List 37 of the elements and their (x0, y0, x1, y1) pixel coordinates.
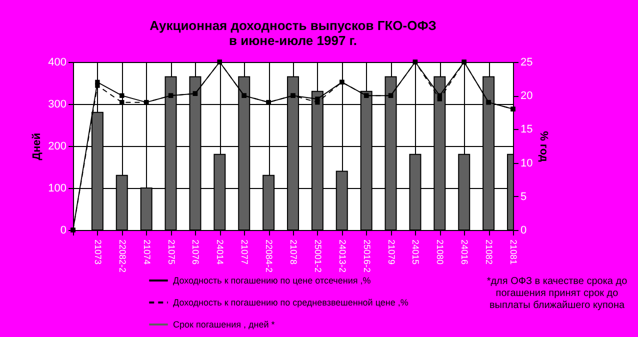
x-tick-label: 21080 (435, 240, 446, 265)
legend-label: Срок погашения , дней * (173, 320, 276, 330)
x-tick-label: 24015 (410, 240, 421, 265)
chart-title: Аукционная доходность выпусков ГКО-ОФЗ (150, 18, 436, 33)
x-tick-label: 22082-2 (117, 240, 128, 273)
x-tick-label: 21081 (508, 240, 518, 265)
x-tick-label: 25001-2 (312, 240, 323, 273)
x-tick-label: 21078 (288, 240, 298, 265)
legend-label: Доходность к погашению по цене отсечения ,% (173, 276, 371, 286)
x-tick-label: 21075 (166, 240, 176, 265)
y-tick-label: 200 (48, 140, 66, 152)
y2-tick-label: 10 (520, 157, 533, 170)
x-tick-label: 21077 (240, 240, 250, 265)
x-tick-label: 24014 (215, 240, 226, 265)
x-tick-label: 24016 (460, 240, 470, 265)
x-tick-label: 24013-2 (337, 240, 348, 273)
legend-label: Доходность к погашению по средневзвешенной цене ,% (173, 298, 408, 308)
y2-tick-label: 0 (520, 224, 527, 236)
chart-subtitle: в июне-июле 1997 г. (228, 33, 358, 48)
y-tick-label: 0 (60, 224, 66, 236)
x-tick-label: 22084-2 (264, 240, 274, 273)
x-tick-label: 21082 (484, 240, 494, 265)
text: *для ОФЗ в качестве срока до погашения принят срок до выплаты ближайшего купона (486, 276, 628, 312)
y2-tick-label: 25 (520, 56, 533, 68)
y-tick-label: 400 (48, 56, 66, 68)
x-tick-label: 25016-2 (362, 240, 372, 273)
x-tick-label: 21074 (142, 240, 152, 265)
y2-tick-label: 5 (520, 190, 527, 203)
x-tick-label: 21073 (92, 240, 103, 265)
x-tick-label: 21079 (386, 240, 396, 265)
y2-axis-title: % год (538, 131, 550, 162)
x-tick-label: 21076 (190, 240, 201, 265)
y-tick-label: 100 (48, 182, 66, 194)
y-axis-title: Дней (31, 132, 44, 160)
y2-tick-label: 20 (520, 90, 533, 102)
y-tick-label: 300 (48, 98, 66, 110)
y2-tick-label: 15 (520, 124, 533, 136)
